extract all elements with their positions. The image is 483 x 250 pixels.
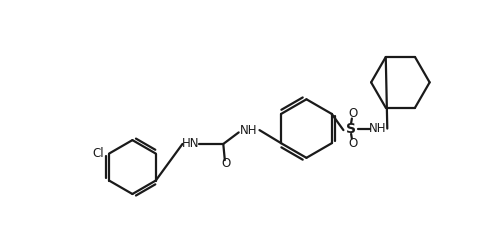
Text: O: O xyxy=(222,157,231,170)
Text: NH: NH xyxy=(369,122,386,135)
Text: O: O xyxy=(348,138,357,150)
Text: NH: NH xyxy=(240,124,257,136)
Text: S: S xyxy=(346,122,356,136)
Text: O: O xyxy=(348,107,357,120)
Text: HN: HN xyxy=(182,138,199,150)
Text: Cl: Cl xyxy=(92,147,104,160)
